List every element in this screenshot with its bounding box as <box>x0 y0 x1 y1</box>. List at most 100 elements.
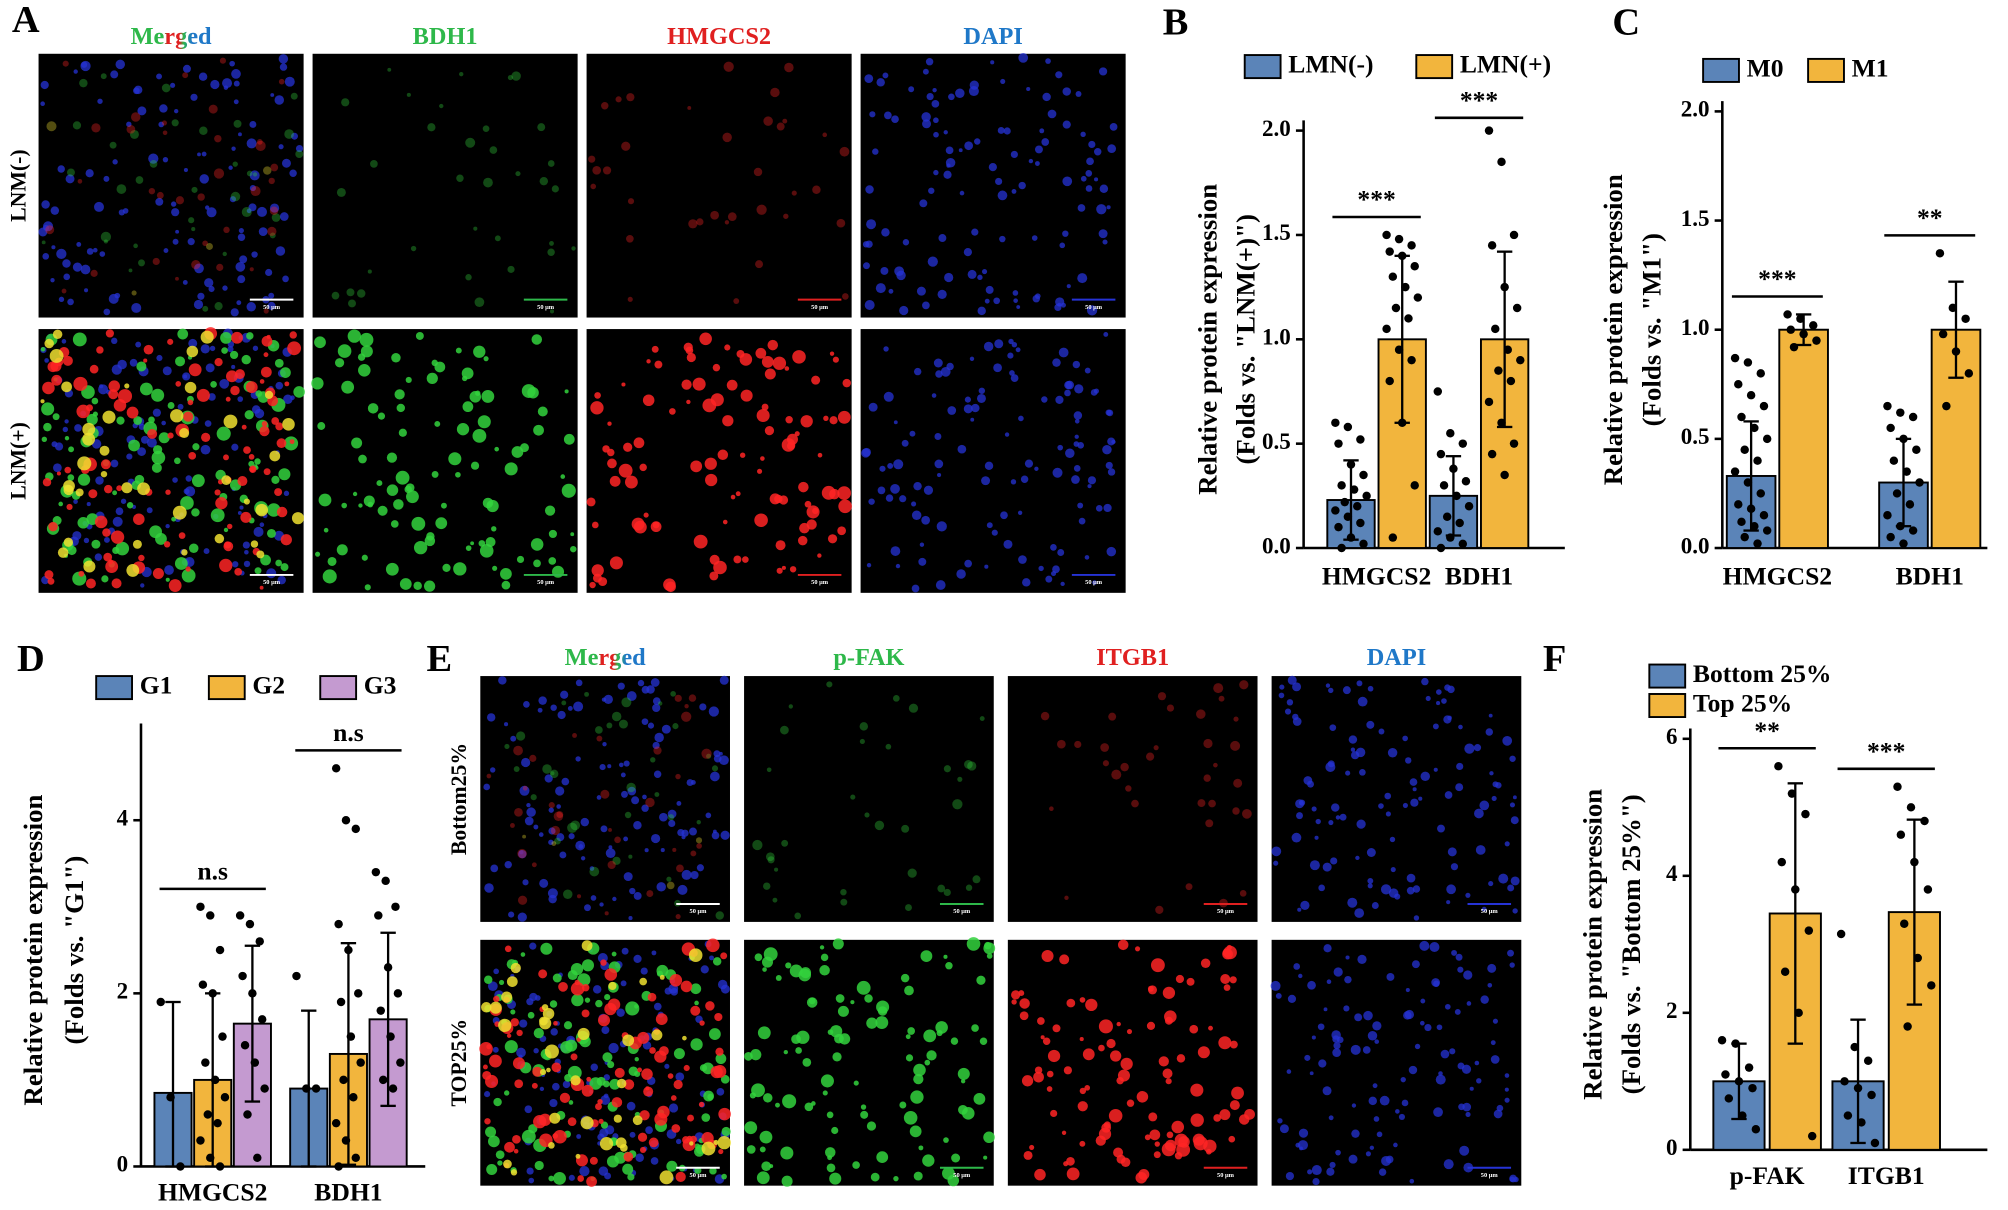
cell <box>424 535 436 547</box>
cell <box>91 123 101 133</box>
cell <box>1052 565 1060 574</box>
cell <box>1510 816 1519 825</box>
legend-swatch <box>1648 693 1687 718</box>
data-point <box>1334 439 1343 448</box>
cell <box>765 852 775 862</box>
cell <box>1052 1024 1061 1033</box>
cell <box>103 537 110 543</box>
cell <box>817 553 822 558</box>
cell <box>76 404 91 419</box>
cell <box>1366 720 1375 729</box>
cell <box>668 1103 679 1113</box>
data-point <box>208 989 217 998</box>
micrograph-background <box>1007 676 1258 922</box>
data-point <box>391 902 400 912</box>
cell <box>163 248 169 254</box>
cell <box>530 538 544 551</box>
cell <box>702 398 717 413</box>
cell <box>435 517 448 530</box>
cell <box>269 206 279 215</box>
cell <box>632 1115 643 1126</box>
data-point <box>1740 445 1749 455</box>
cell <box>972 875 981 884</box>
cell <box>221 475 232 486</box>
data-point <box>1796 314 1805 324</box>
data-point <box>1433 527 1443 536</box>
cell <box>701 1141 716 1156</box>
cell <box>126 124 136 134</box>
cell <box>958 148 963 153</box>
data-point <box>1734 500 1743 509</box>
cell <box>945 961 953 970</box>
cell <box>1094 148 1102 156</box>
cell <box>498 676 507 685</box>
data-point <box>215 945 225 955</box>
cell <box>1107 437 1116 446</box>
cell <box>1325 761 1336 772</box>
cell <box>698 1101 705 1108</box>
cell <box>517 848 527 859</box>
cell <box>605 848 616 859</box>
cell <box>577 1175 585 1182</box>
cell <box>72 121 82 130</box>
cell <box>600 959 607 966</box>
cell <box>126 121 132 128</box>
cell <box>481 1002 492 1013</box>
error-bar <box>380 931 396 1108</box>
cell <box>870 1172 880 1182</box>
cell <box>689 827 697 836</box>
cell <box>1085 998 1098 1012</box>
data-point <box>1850 1042 1859 1052</box>
cell <box>1174 1151 1183 1160</box>
cell <box>500 567 512 580</box>
cell <box>133 87 140 95</box>
cell <box>1465 1111 1471 1118</box>
cell <box>1348 735 1358 744</box>
cell <box>1401 1099 1409 1107</box>
data-point <box>1759 401 1769 411</box>
cell <box>596 795 602 800</box>
cell <box>206 243 213 250</box>
cell <box>139 382 153 396</box>
y-tick-label: 1.0 <box>1681 314 1710 340</box>
cell <box>202 240 208 247</box>
cell <box>209 345 216 352</box>
cell <box>1455 783 1464 792</box>
data-point <box>176 1162 185 1171</box>
cell <box>1371 902 1379 909</box>
cell <box>746 1145 756 1154</box>
cell <box>485 1074 499 1088</box>
cell <box>568 1100 574 1105</box>
cell <box>558 981 568 992</box>
cell <box>230 385 240 396</box>
cell <box>148 153 159 164</box>
cell <box>654 732 664 743</box>
significance-label: *** <box>1867 736 1905 765</box>
cell <box>554 837 561 845</box>
cell <box>767 339 779 351</box>
data-point <box>1388 533 1398 542</box>
cell <box>750 1049 762 1061</box>
cell <box>80 264 91 275</box>
cell <box>461 367 474 380</box>
cell <box>200 344 210 354</box>
cell <box>386 452 398 463</box>
data-point <box>374 911 383 920</box>
cell <box>888 288 894 294</box>
data-point <box>1442 512 1452 521</box>
cell <box>965 884 973 891</box>
cell <box>367 269 372 274</box>
cell <box>551 185 559 193</box>
cell <box>627 198 635 205</box>
cell <box>570 981 585 996</box>
cell <box>283 490 290 497</box>
data-point <box>1935 249 1945 258</box>
cell <box>190 93 198 101</box>
cell <box>280 367 291 378</box>
cell <box>323 527 329 533</box>
cell <box>819 965 830 976</box>
cell <box>933 358 943 368</box>
cell <box>143 358 148 363</box>
cell <box>486 713 496 722</box>
data-point <box>1863 1056 1873 1065</box>
